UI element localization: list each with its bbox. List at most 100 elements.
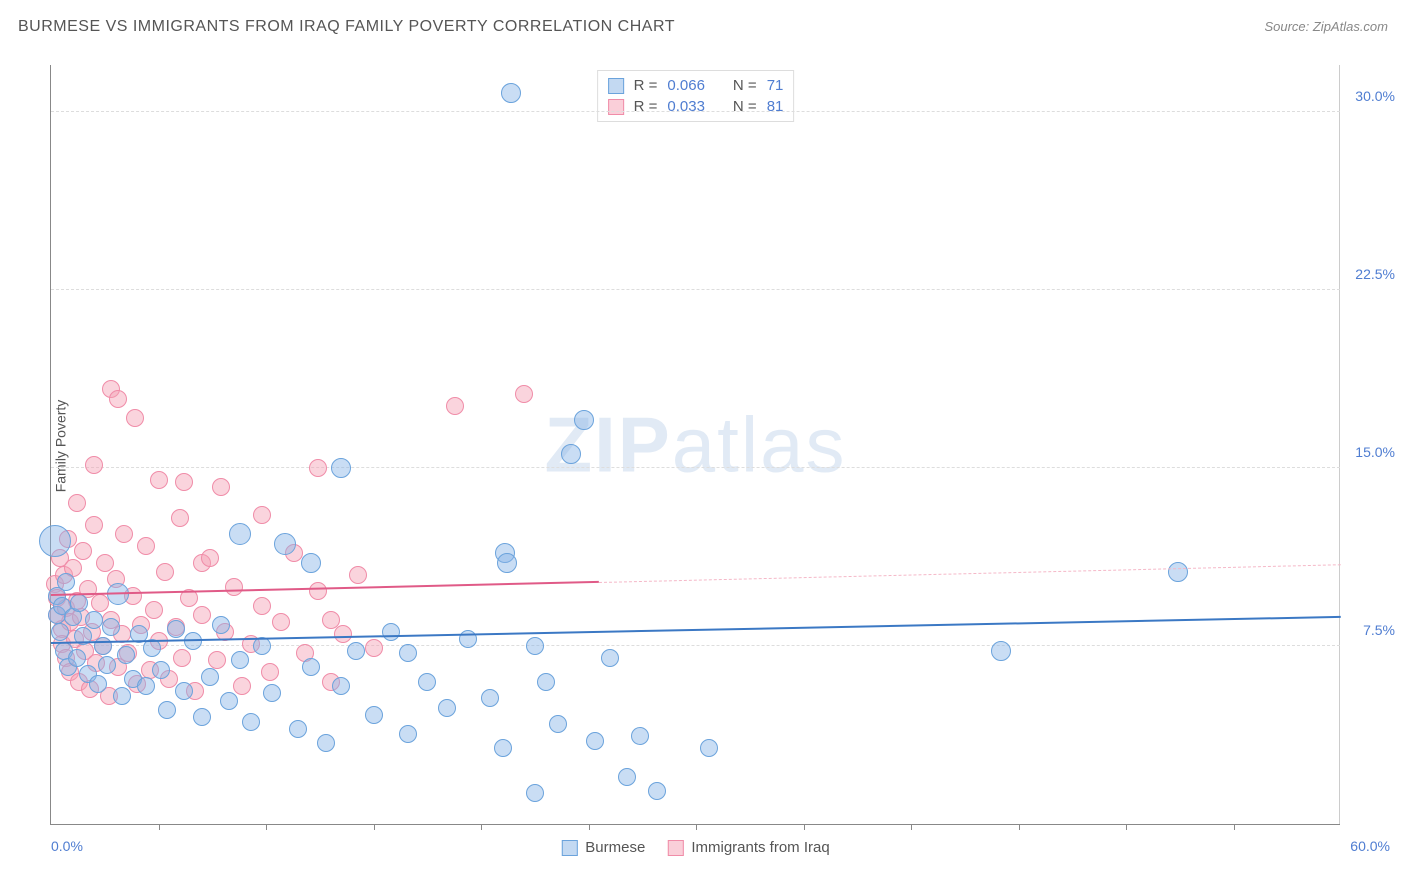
y-tick-label: 7.5%: [1363, 622, 1395, 638]
scatter-point-blue: [193, 708, 211, 726]
scatter-point-pink: [150, 471, 168, 489]
scatter-point-blue: [201, 668, 219, 686]
scatter-point-pink: [212, 478, 230, 496]
scatter-point-blue: [537, 673, 555, 691]
scatter-point-pink: [253, 597, 271, 615]
scatter-point-pink: [126, 409, 144, 427]
scatter-point-blue: [561, 444, 581, 464]
legend-item-iraq: Immigrants from Iraq: [667, 839, 829, 856]
scatter-point-pink: [109, 390, 127, 408]
trend-blue-solid: [51, 615, 1341, 643]
source-attribution: Source: ZipAtlas.com: [1264, 18, 1388, 36]
legend-swatch-blue: [561, 840, 577, 856]
watermark-part2: atlas: [672, 400, 847, 488]
scatter-point-pink: [85, 456, 103, 474]
scatter-point-pink: [365, 639, 383, 657]
legend-item-burmese: Burmese: [561, 839, 645, 856]
n-label: N =: [733, 77, 757, 94]
r-label: R =: [634, 98, 658, 115]
scatter-point-pink: [156, 563, 174, 581]
scatter-point-blue: [68, 649, 86, 667]
scatter-point-pink: [349, 566, 367, 584]
watermark-part1: ZIP: [544, 400, 671, 488]
x-tick: [481, 824, 482, 830]
scatter-point-blue: [274, 533, 296, 555]
x-tick: [1234, 824, 1235, 830]
gridline: [51, 289, 1340, 290]
scatter-point-blue: [332, 677, 350, 695]
scatter-point-blue: [289, 720, 307, 738]
legend-swatch-pink: [667, 840, 683, 856]
scatter-point-blue: [648, 782, 666, 800]
scatter-point-blue: [526, 784, 544, 802]
scatter-point-blue: [501, 83, 521, 103]
x-axis-max-label: 60.0%: [1350, 838, 1390, 854]
scatter-point-blue: [152, 661, 170, 679]
scatter-point-blue: [94, 637, 112, 655]
y-tick-label: 30.0%: [1355, 88, 1395, 104]
scatter-point-blue: [231, 651, 249, 669]
scatter-point-pink: [225, 578, 243, 596]
scatter-point-blue: [399, 725, 417, 743]
n-value-pink: 81: [767, 98, 784, 115]
scatter-point-blue: [700, 739, 718, 757]
trend-pink-dashed: [599, 564, 1341, 583]
x-tick: [696, 824, 697, 830]
scatter-point-pink: [233, 677, 251, 695]
scatter-point-blue: [301, 553, 321, 573]
chart-right-border: [1339, 65, 1340, 824]
r-value-pink: 0.033: [667, 98, 705, 115]
scatter-point-blue: [494, 739, 512, 757]
legend-stats-row-blue: R = 0.066 N = 71: [608, 75, 784, 96]
scatter-point-blue: [175, 682, 193, 700]
r-label: R =: [634, 77, 658, 94]
scatter-point-pink: [115, 525, 133, 543]
scatter-point-blue: [481, 689, 499, 707]
scatter-point-blue: [438, 699, 456, 717]
legend-label-iraq: Immigrants from Iraq: [691, 839, 829, 856]
scatter-point-pink: [272, 613, 290, 631]
scatter-point-pink: [68, 494, 86, 512]
legend-swatch-blue: [608, 78, 624, 94]
scatter-point-pink: [446, 397, 464, 415]
scatter-point-blue: [382, 623, 400, 641]
x-tick: [1019, 824, 1020, 830]
x-tick: [374, 824, 375, 830]
scatter-point-blue: [98, 656, 116, 674]
scatter-point-pink: [261, 663, 279, 681]
legend-stats: R = 0.066 N = 71 R = 0.033 N = 81: [597, 70, 795, 122]
legend-label-burmese: Burmese: [585, 839, 645, 856]
scatter-point-blue: [117, 646, 135, 664]
legend-series: Burmese Immigrants from Iraq: [561, 839, 829, 856]
scatter-point-blue: [220, 692, 238, 710]
scatter-point-blue: [418, 673, 436, 691]
scatter-point-blue: [586, 732, 604, 750]
scatter-point-pink: [253, 506, 271, 524]
scatter-point-blue: [212, 616, 230, 634]
x-tick: [911, 824, 912, 830]
scatter-point-blue: [113, 687, 131, 705]
scatter-point-blue: [331, 458, 351, 478]
legend-swatch-pink: [608, 99, 624, 115]
legend-stats-row-pink: R = 0.033 N = 81: [608, 96, 784, 117]
n-label: N =: [733, 98, 757, 115]
scatter-point-blue: [302, 658, 320, 676]
scatter-point-blue: [317, 734, 335, 752]
scatter-point-pink: [171, 509, 189, 527]
scatter-point-pink: [145, 601, 163, 619]
x-tick: [159, 824, 160, 830]
scatter-chart: ZIPatlas R = 0.066 N = 71 R = 0.033 N = …: [50, 65, 1340, 825]
scatter-point-blue: [70, 594, 88, 612]
scatter-point-blue: [102, 618, 120, 636]
gridline: [51, 111, 1340, 112]
scatter-point-pink: [309, 459, 327, 477]
n-value-blue: 71: [767, 77, 784, 94]
scatter-point-blue: [1168, 562, 1188, 582]
scatter-point-blue: [51, 623, 69, 641]
scatter-point-blue: [242, 713, 260, 731]
scatter-point-blue: [137, 677, 155, 695]
scatter-point-blue: [549, 715, 567, 733]
y-tick-label: 22.5%: [1355, 266, 1395, 282]
scatter-point-blue: [574, 410, 594, 430]
scatter-point-pink: [96, 554, 114, 572]
